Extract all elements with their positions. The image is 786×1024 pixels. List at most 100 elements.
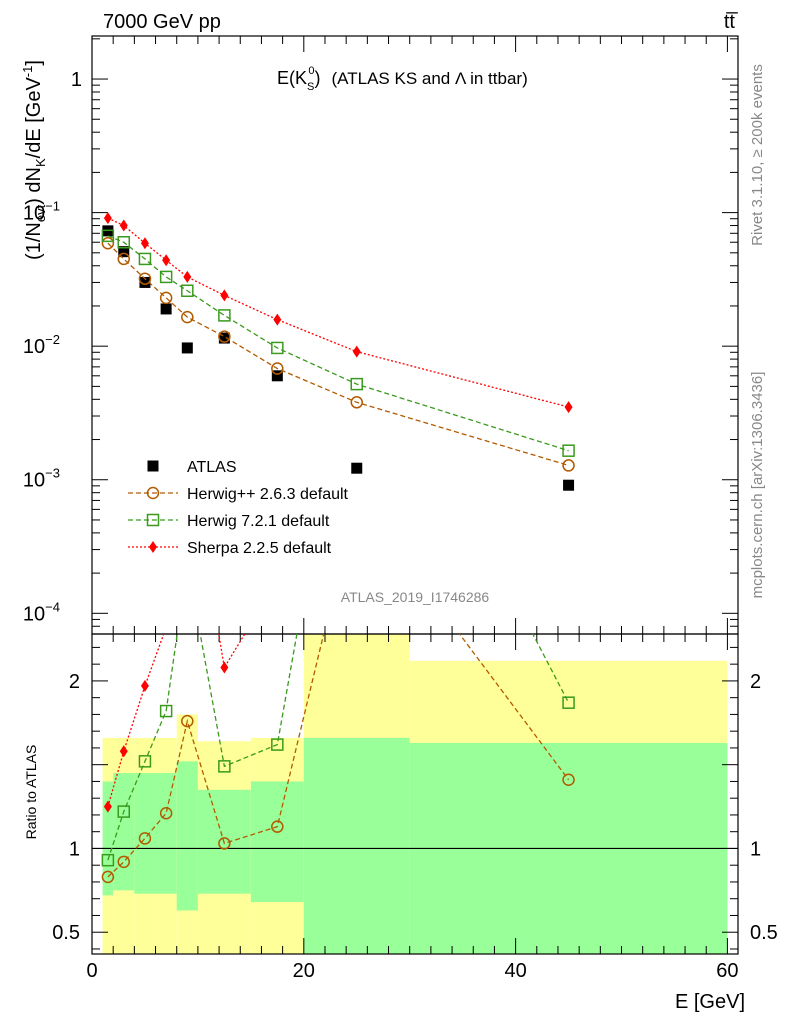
ratio-point-herwigpp	[159, 807, 173, 820]
main-point-sherpa	[183, 270, 192, 283]
main-point-atlas	[160, 303, 172, 315]
ratio-y-tick-label-right: 1	[750, 838, 761, 860]
x-tick-label: 0	[86, 960, 97, 982]
ratio-point-sherpa	[140, 679, 149, 692]
ratio-point-herwig7	[101, 853, 115, 867]
rivet-label: Rivet 3.1.10, ≥ 200k events	[749, 64, 766, 246]
x-axis-ticks: 0 20 40 60	[86, 36, 739, 982]
ratio-y-tick-label: 1	[69, 838, 80, 860]
legend: ATLAS Herwig++ 2.6.3 default Herwig 7.2.1 …	[128, 459, 349, 557]
ratio-point-herwig7	[271, 738, 284, 751]
main-point-atlas	[118, 246, 130, 258]
title-close: )	[314, 68, 320, 88]
main-point-herwig7	[218, 309, 231, 322]
main-plot-title: E(KS 0) (ATLAS KS and Λ in ttbar)	[277, 65, 528, 93]
ratio-line-herwigpp	[107, 634, 570, 878]
main-point-herwigpp	[101, 236, 115, 250]
ratio-band-green	[250, 781, 304, 903]
ratio-band-green	[102, 781, 114, 896]
legend-label-sherpa: Sherpa 2.2.5 default	[187, 540, 332, 557]
ratio-series	[101, 634, 575, 884]
ratio-band-green	[113, 773, 135, 891]
main-y-tick-label: 10−3	[23, 466, 60, 492]
main-y-tick-label: 10−2	[23, 332, 60, 358]
title-symbol: E(K	[277, 68, 307, 88]
title-superscript: 0	[308, 65, 314, 77]
ratio-band-green	[155, 773, 177, 894]
ratio-point-herwigpp	[101, 870, 115, 884]
main-point-sherpa	[564, 401, 573, 414]
main-point-herwigpp	[562, 459, 575, 472]
ratio-plot-frame	[91, 633, 739, 955]
ratio-point-sherpa	[220, 661, 229, 674]
main-point-sherpa	[140, 237, 149, 250]
main-line-herwigpp	[107, 242, 569, 467]
ratio-point-herwigpp	[271, 820, 284, 833]
main-point-herwigpp	[350, 396, 364, 409]
main-point-sherpa	[162, 254, 171, 267]
ratio-point-herwig7	[159, 704, 173, 718]
x-tick-label: 40	[504, 960, 526, 982]
main-point-herwigpp	[271, 362, 284, 375]
ratio-point-sherpa	[119, 745, 128, 758]
main-point-atlas	[563, 479, 575, 491]
ratio-point-herwig7	[218, 760, 231, 773]
ratio-y-tick-label-right: 2	[750, 671, 761, 693]
main-point-herwig7	[117, 235, 131, 249]
main-y-tick-label: 10−1	[23, 199, 60, 225]
legend-label-atlas: ATLAS	[187, 459, 237, 476]
mcplots-label: mcplots.cern.ch [arXiv:1306.3436]	[749, 372, 766, 599]
main-point-atlas	[271, 370, 283, 382]
main-point-herwig7	[271, 341, 284, 355]
ratio-y-tick-label: 0.5	[52, 922, 80, 944]
title-description: (ATLAS KS and Λ in ttbar)	[332, 69, 528, 88]
ratio-band-green	[303, 737, 410, 954]
main-point-atlas	[351, 462, 363, 474]
main-point-sherpa	[220, 289, 229, 302]
x-tick-label: 60	[716, 960, 738, 982]
main-point-herwigpp	[117, 252, 131, 266]
main-point-herwig7	[159, 270, 173, 284]
ratio-ylabel: Ratio to ATLAS	[23, 745, 39, 840]
ratio-point-sherpa	[103, 800, 112, 813]
ratio-axis-ticks: 0.5 0.5 1 1 2 2	[52, 646, 778, 950]
main-point-herwig7	[562, 444, 575, 457]
ratio-band-green	[176, 761, 198, 911]
main-axis-ticks: 1 10−1 10−2 10−3 10−4	[23, 38, 738, 635]
main-point-herwigpp	[218, 330, 231, 343]
ratio-point-herwigpp	[218, 837, 231, 850]
main-point-sherpa	[103, 212, 112, 225]
main-point-herwig7	[138, 252, 152, 266]
ratio-point-herwig7	[562, 696, 575, 709]
main-point-sherpa	[119, 219, 128, 232]
analysis-id: ATLAS_2019_I1746286	[341, 589, 490, 605]
main-point-herwig7	[350, 377, 364, 391]
main-point-herwigpp	[138, 272, 152, 285]
main-point-sherpa	[273, 313, 282, 326]
process-label: tt̅	[724, 11, 738, 33]
main-point-atlas	[218, 332, 230, 344]
ratio-uncertainty-bands	[102, 634, 728, 954]
legend-marker-atlas	[147, 460, 159, 472]
main-point-atlas	[181, 342, 193, 354]
ratio-y-tick-label-right: 0.5	[750, 922, 778, 944]
ratio-point-herwigpp	[181, 714, 194, 728]
x-tick-label: 20	[293, 960, 315, 982]
energy-label: 7000 GeV pp	[103, 11, 221, 33]
ratio-point-herwig7	[117, 805, 131, 818]
ratio-point-herwig7	[138, 755, 152, 768]
main-line-sherpa	[107, 217, 569, 408]
main-series	[101, 212, 575, 491]
legend-marker-herwigpp	[146, 486, 160, 500]
legend-label-herwig7: Herwig 7.2.1 default	[187, 513, 330, 530]
main-point-herwigpp	[181, 310, 194, 324]
main-point-herwigpp	[159, 291, 173, 305]
main-ylabel: (1/Nevt) dNK/dE [GeV-1]	[20, 60, 48, 260]
main-y-tick-label: 1	[71, 69, 82, 91]
main-y-tick-label: 10−4	[23, 599, 60, 625]
ratio-y-tick-label: 2	[69, 671, 80, 693]
ratio-point-herwigpp	[138, 832, 152, 845]
main-point-herwig7	[181, 284, 194, 297]
main-line-herwig7	[107, 235, 569, 452]
ratio-line-sherpa	[107, 634, 246, 807]
